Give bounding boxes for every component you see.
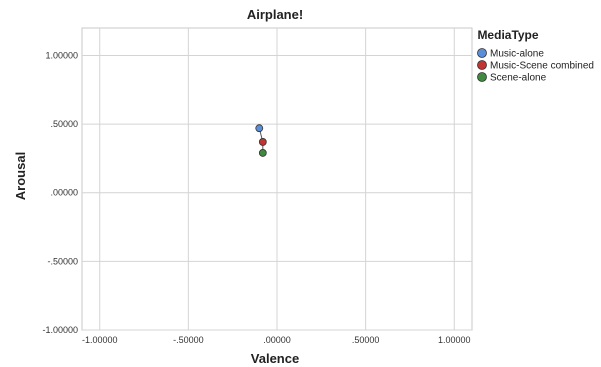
- y-tick-label: 1.00000: [45, 50, 78, 60]
- legend-marker-scene-alone: [477, 72, 487, 82]
- x-tick-label: 1.00000: [438, 335, 471, 345]
- legend-title: MediaType: [477, 28, 538, 42]
- x-tick-label: -1.00000: [82, 335, 118, 345]
- x-tick-label: .00000: [263, 335, 291, 345]
- y-axis-label: Arousal: [13, 152, 28, 200]
- chart-title: Airplane!: [247, 7, 303, 22]
- tick-labels: -1.00000 -.50000 .00000 .50000 1.00000 -1.000…: [42, 50, 470, 345]
- legend-marker-music-scene-combined: [477, 60, 487, 70]
- y-tick-label: .00000: [50, 188, 78, 198]
- point-music-scene-combined: [258, 138, 267, 146]
- legend-label-music-alone: Music-alone: [490, 49, 544, 60]
- y-tick-label: -.50000: [47, 256, 78, 266]
- y-tick-label: -1.00000: [42, 325, 78, 335]
- y-tick-label: .50000: [50, 119, 78, 129]
- legend-marker-music-alone: [477, 48, 487, 58]
- legend-label-scene-alone: Scene-alone: [490, 73, 547, 84]
- point-music-alone: [255, 124, 264, 133]
- data-marks: [255, 124, 267, 157]
- x-tick-label: .50000: [352, 335, 380, 345]
- grid-lines: [82, 28, 472, 331]
- x-tick-label: -.50000: [173, 335, 204, 345]
- x-axis-label: Valence: [251, 351, 299, 366]
- point-scene-alone: [258, 149, 267, 157]
- legend-label-music-scene-combined: Music-Scene combined: [490, 61, 594, 72]
